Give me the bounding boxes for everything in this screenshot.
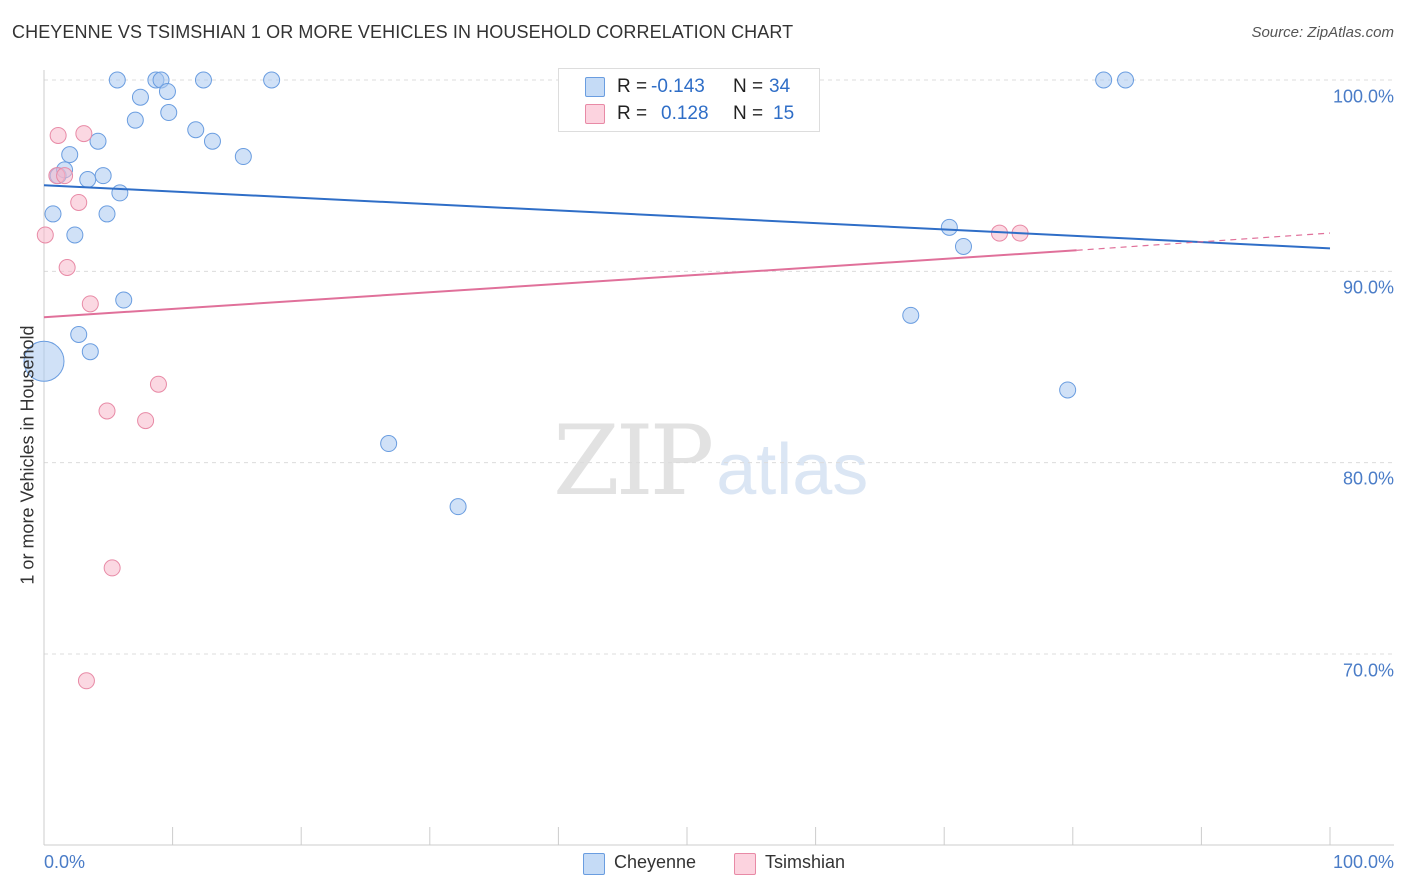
legend-r-label: R = — [617, 103, 648, 124]
y-tick-label: 90.0% — [1342, 277, 1394, 298]
cheyenne-point — [954, 237, 972, 255]
cheyenne-point — [449, 498, 467, 516]
legend-n-value: 34 — [769, 76, 791, 97]
watermark-atlas: atlas — [716, 430, 869, 510]
cheyenne-point — [23, 340, 65, 382]
legend-swatch-cheyenne — [585, 77, 605, 97]
bottom-legend-label: Tsimshian — [765, 852, 846, 872]
cheyenne-point — [160, 104, 178, 122]
cheyenne-point — [263, 71, 281, 89]
cheyenne-point — [66, 226, 84, 244]
tsimshian-point — [103, 559, 121, 577]
cheyenne-point — [234, 148, 252, 166]
tsimshian-point — [137, 412, 155, 430]
watermark: ZIPatlas — [553, 405, 868, 517]
y-tick-label: 100.0% — [1332, 86, 1394, 107]
y-tick-label: 80.0% — [1342, 468, 1394, 489]
cheyenne-point — [111, 184, 129, 202]
cheyenne-point — [61, 146, 79, 164]
tsimshian-point — [58, 259, 76, 277]
cheyenne-point — [115, 291, 133, 309]
cheyenne-point — [94, 167, 112, 185]
tsimshian-trend-line — [43, 249, 1077, 319]
legend-n-label: N = — [733, 76, 764, 97]
cheyenne-point — [203, 132, 221, 150]
watermark-zip: ZIP — [553, 405, 714, 517]
bottom-legend-swatch-cheyenne — [583, 853, 605, 875]
tsimshian-point — [98, 402, 116, 420]
legend-row-tsimshian: R = 0.128 N = 15 — [559, 101, 819, 127]
bottom-legend-label: Cheyenne — [614, 852, 697, 872]
chart-title: CHEYENNE VS TSIMSHIAN 1 OR MORE VEHICLES… — [12, 22, 794, 42]
tsimshian-point — [81, 295, 99, 313]
source-label: Source: ZipAtlas.com — [1251, 24, 1394, 41]
cheyenne-point — [380, 435, 398, 453]
y-tick-label: 70.0% — [1342, 660, 1394, 681]
legend-row-cheyenne: R = -0.143 N = 34 — [559, 74, 819, 100]
cheyenne-point — [1095, 71, 1113, 89]
cheyenne-trend-line — [43, 184, 1331, 250]
x-tick-label-max: 100.0% — [1332, 852, 1394, 872]
bottom-legend-swatch-tsimshian — [734, 853, 756, 875]
cheyenne-point — [98, 205, 116, 223]
cheyenne-point — [194, 71, 212, 89]
tsimshian-point — [36, 226, 54, 244]
cheyenne-point — [108, 71, 126, 89]
tsimshian-point — [70, 193, 88, 211]
cheyenne-point — [126, 111, 144, 129]
cheyenne-point — [187, 121, 205, 139]
cheyenne-point — [1117, 71, 1135, 89]
legend-n-value: 15 — [773, 103, 795, 124]
cheyenne-point — [131, 88, 149, 106]
x-tick-label-min: 0.0% — [44, 852, 86, 872]
tsimshian-trend-extension — [1076, 232, 1331, 251]
cheyenne-point — [902, 306, 920, 324]
legend-r-label: R = — [617, 76, 648, 97]
legend-n-label: N = — [733, 103, 764, 124]
cheyenne-point — [940, 218, 958, 236]
cheyenne-point — [44, 205, 62, 223]
cheyenne-point — [79, 170, 97, 188]
tsimshian-point — [56, 167, 74, 185]
tsimshian-point — [149, 375, 167, 393]
tsimshian-point — [75, 125, 93, 143]
cheyenne-point — [158, 82, 176, 100]
y-axis-label: 1 or more Vehicles in Household — [17, 325, 38, 585]
cheyenne-point — [89, 132, 107, 150]
legend-r-value: -0.143 — [651, 76, 705, 97]
legend-swatch-tsimshian — [585, 104, 605, 124]
stats-legend: R = -0.143 N = 34 R = 0.128 N = 15 — [558, 68, 820, 132]
tsimshian-point — [49, 126, 67, 144]
tsimshian-point — [77, 672, 95, 690]
cheyenne-point — [1059, 381, 1077, 399]
legend-r-value: 0.128 — [661, 103, 709, 124]
cheyenne-point — [81, 343, 99, 361]
cheyenne-point — [70, 325, 88, 343]
